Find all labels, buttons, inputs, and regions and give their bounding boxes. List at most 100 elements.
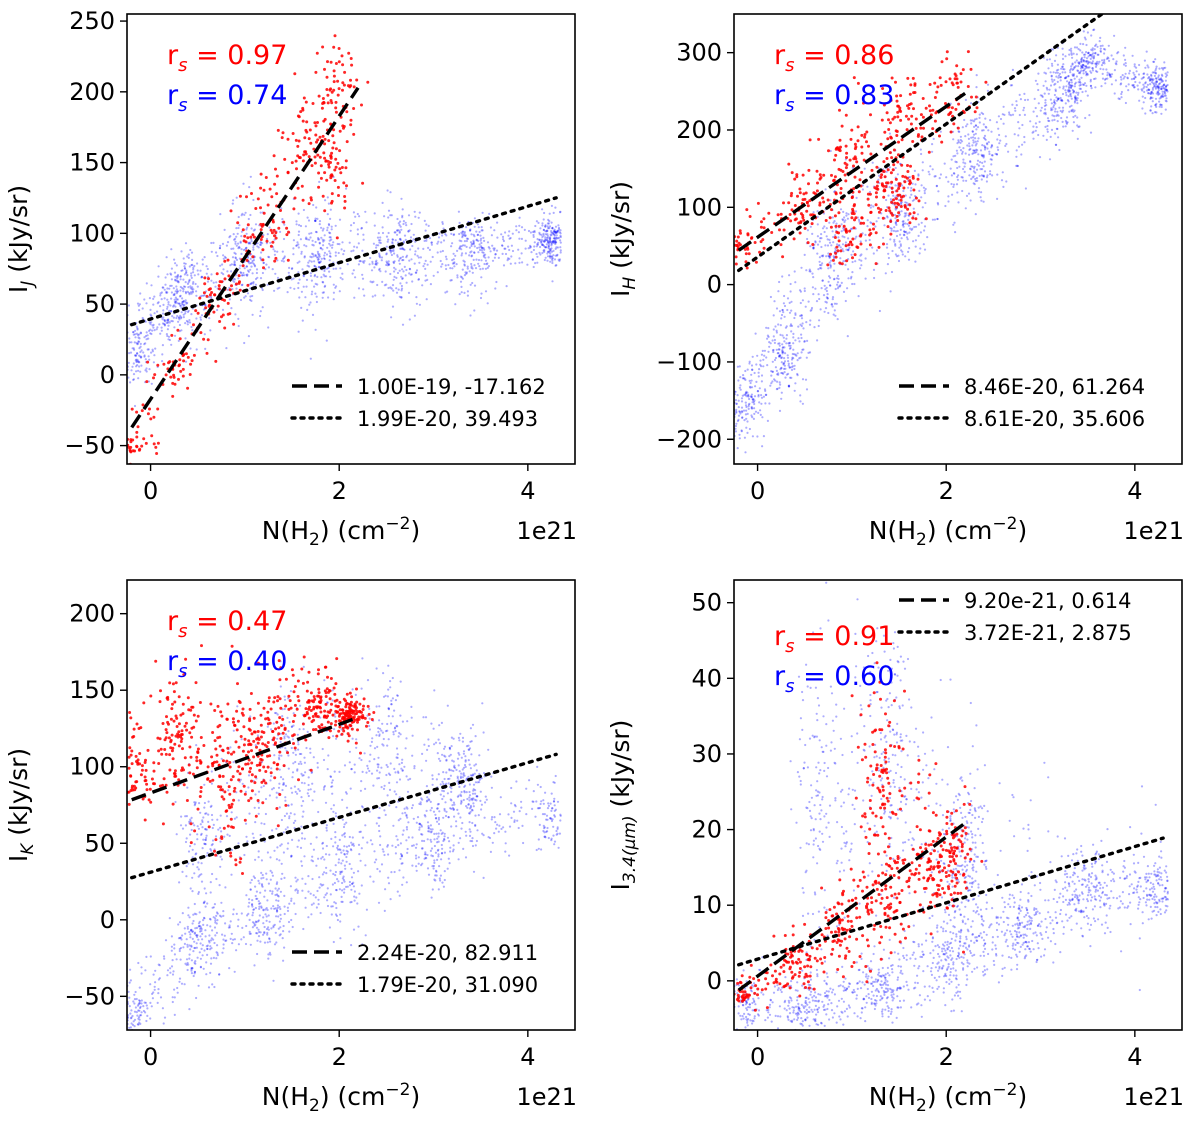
scatter-point-blue	[1163, 94, 1166, 97]
scatter-point-blue	[322, 244, 325, 247]
scatter-point-blue	[950, 174, 954, 177]
scatter-point-blue	[1143, 90, 1146, 94]
scatter-point-blue	[1064, 125, 1067, 128]
scatter-point-blue	[997, 148, 1000, 151]
scatter-point-blue	[259, 256, 262, 259]
scatter-point-blue	[157, 265, 160, 268]
scatter-point-blue	[470, 250, 473, 253]
scatter-point-blue	[434, 813, 437, 816]
scatter-point-blue	[313, 260, 316, 263]
scatter-point-blue	[903, 230, 906, 233]
scatter-point-blue	[1165, 74, 1169, 77]
scatter-point-blue	[167, 335, 171, 338]
scatter-point-red	[826, 198, 830, 202]
scatter-point-red	[767, 211, 771, 215]
scatter-point-blue	[1048, 158, 1052, 161]
scatter-point-blue	[1104, 82, 1107, 85]
scatter-point-blue	[233, 261, 236, 264]
scatter-point-blue	[775, 329, 778, 332]
scatter-point-blue	[555, 264, 558, 267]
scatter-point-blue	[740, 397, 744, 400]
scatter-point-blue	[141, 307, 144, 310]
scatter-point-blue	[987, 129, 990, 132]
scatter-point-red	[345, 110, 349, 114]
scatter-point-blue	[354, 276, 357, 279]
scatter-series-red	[127, 34, 370, 464]
scatter-point-red	[815, 169, 819, 173]
scatter-point-blue	[539, 253, 542, 256]
scatter-point-blue	[452, 844, 455, 847]
scatter-point-blue	[1101, 77, 1105, 80]
scatter-point-blue	[1135, 66, 1138, 69]
scatter-point-blue	[544, 233, 547, 236]
scatter-point-blue	[303, 256, 306, 259]
scatter-point-blue	[461, 268, 464, 271]
scatter-point-blue	[471, 242, 474, 245]
scatter-point-blue	[265, 263, 268, 266]
scatter-point-blue	[544, 225, 547, 228]
correlation-symbol: r	[167, 40, 179, 71]
scatter-point-blue	[755, 363, 758, 366]
scatter-point-blue	[364, 210, 367, 213]
scatter-point-red	[859, 242, 863, 246]
scatter-point-blue	[553, 258, 557, 261]
scatter-point-blue	[982, 136, 986, 139]
scatter-point-blue	[1073, 77, 1076, 80]
scatter-point-blue	[191, 282, 195, 285]
scatter-point-red	[869, 152, 873, 156]
scatter-point-blue	[380, 863, 384, 866]
scatter-point-blue	[143, 298, 146, 301]
scatter-point-blue	[179, 285, 182, 289]
scatter-point-blue	[1163, 61, 1166, 64]
scatter-point-blue	[1094, 77, 1097, 80]
scatter-point-blue	[473, 264, 476, 267]
scatter-point-blue	[1077, 61, 1080, 64]
scatter-point-blue	[287, 804, 290, 807]
scatter-point-blue	[140, 966, 143, 969]
scatter-point-blue	[1149, 78, 1152, 81]
scatter-point-red	[914, 196, 918, 200]
scatter-point-blue	[1079, 83, 1082, 86]
scatter-point-blue	[508, 237, 511, 240]
scatter-point-blue	[241, 212, 244, 215]
scatter-point-blue	[181, 287, 184, 290]
scatter-point-blue	[166, 974, 169, 977]
scatter-point-blue	[460, 254, 463, 257]
scatter-point-blue	[990, 158, 993, 161]
correlation-value: = 0.97	[188, 40, 288, 71]
scatter-point-blue	[304, 296, 307, 299]
scatter-point-blue	[191, 967, 194, 970]
scatter-point-red	[324, 159, 328, 163]
scatter-point-red	[301, 198, 305, 202]
scatter-point-blue	[314, 254, 317, 258]
scatter-point-blue	[740, 430, 743, 433]
scatter-point-blue	[149, 328, 152, 331]
scatter-point-blue	[1091, 67, 1094, 70]
scatter-point-blue	[283, 256, 286, 259]
scatter-point-blue	[133, 348, 136, 351]
scatter-point-blue	[836, 281, 840, 284]
scatter-point-blue	[793, 389, 796, 392]
scatter-point-blue	[827, 252, 830, 255]
scatter-point-blue	[131, 1023, 135, 1026]
scatter-point-blue	[461, 277, 464, 280]
scatter-point-red	[859, 221, 863, 225]
scatter-point-blue	[985, 176, 989, 179]
scatter-point-blue	[743, 377, 746, 380]
scatter-point-blue	[1098, 60, 1101, 63]
scatter-point-blue	[824, 188, 827, 191]
scatter-point-blue	[977, 187, 981, 190]
scatter-point-blue	[460, 285, 463, 288]
scatter-point-blue	[430, 840, 433, 843]
scatter-point-blue	[264, 797, 268, 801]
scatter-point-red	[199, 331, 203, 335]
scatter-point-blue	[1034, 106, 1037, 110]
scatter-point-blue	[1165, 89, 1168, 92]
scatter-point-blue	[1120, 96, 1123, 99]
scatter-point-blue	[739, 376, 742, 379]
scatter-point-blue	[553, 230, 556, 233]
scatter-point-blue	[195, 348, 198, 351]
scatter-point-blue	[962, 147, 965, 150]
scatter-point-blue	[170, 248, 173, 251]
scatter-point-blue	[210, 937, 213, 940]
